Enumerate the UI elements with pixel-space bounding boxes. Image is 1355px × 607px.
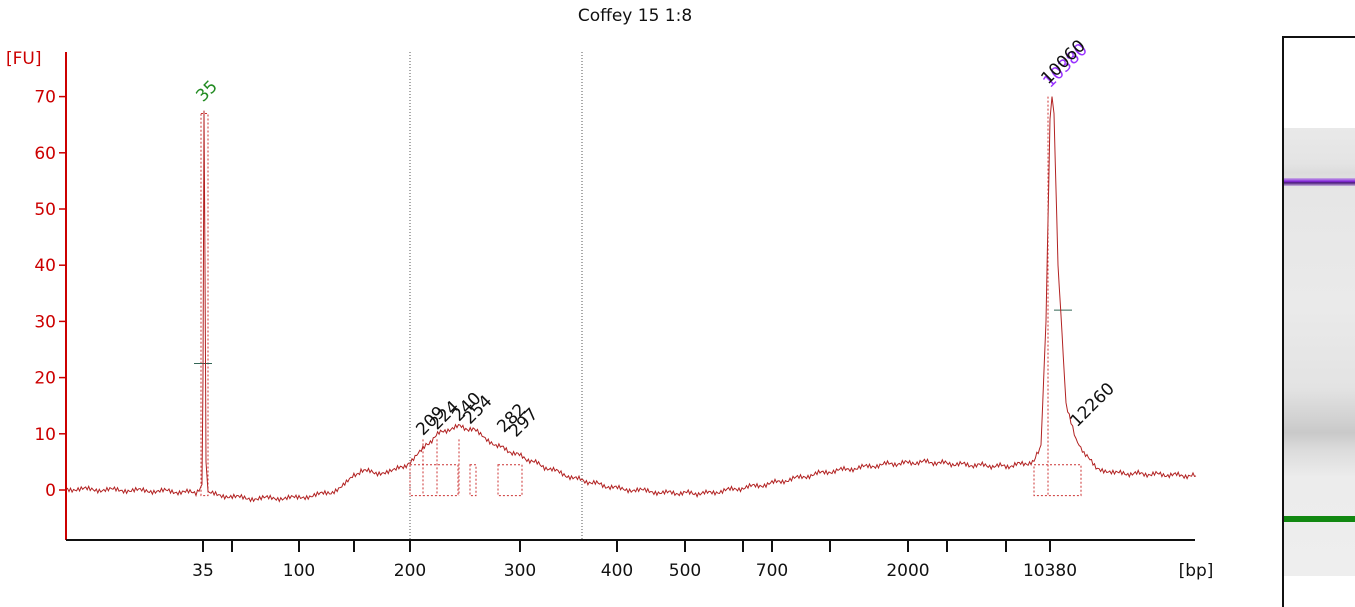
gel-band-upper-marker — [1284, 178, 1355, 186]
y-tick-label: 50 — [34, 200, 56, 220]
electropherogram-chart: 0 10 20 30 40 50 60 70 [FU] 35 100 200 300 400 500 700 2… — [6, 36, 1213, 581]
x-axis-label: [bp] — [1179, 561, 1214, 581]
y-tick-label: 40 — [34, 256, 56, 276]
peak-boxes — [194, 96, 1082, 497]
gel-image — [1282, 36, 1355, 607]
x-tick-label: 500 — [669, 561, 701, 581]
x-tick-label: 300 — [504, 561, 536, 581]
x-tick-label: 400 — [601, 561, 633, 581]
electropherogram-trace — [65, 96, 1197, 503]
x-tick-label: 200 — [394, 561, 426, 581]
y-tick-label: 70 — [34, 88, 56, 108]
y-axis-label: [FU] — [6, 49, 42, 69]
peak-region-box — [409, 464, 459, 497]
x-tick-label: 2000 — [886, 561, 929, 581]
peak-label: 12260 — [1066, 379, 1118, 431]
peak-region-box — [469, 464, 477, 497]
x-tick-label: 10380 — [1023, 561, 1077, 581]
x-tick-label: 35 — [192, 561, 214, 581]
region-lines — [409, 52, 583, 540]
y-tick-label: 20 — [34, 369, 56, 389]
peak-region-box — [1033, 464, 1082, 497]
y-tick-label: 30 — [34, 312, 56, 332]
axes-layer: 0 10 20 30 40 50 60 70 [FU] 35 100 200 300 400 500 700 2… — [6, 49, 1213, 581]
y-tick-label: 60 — [34, 144, 56, 164]
y-tick-label: 0 — [45, 481, 56, 501]
gel-lane — [1284, 128, 1355, 576]
y-tick-label: 10 — [34, 425, 56, 445]
peak-region-box — [497, 464, 523, 497]
gel-band-lower-marker — [1284, 516, 1355, 522]
x-tick-label: 700 — [756, 561, 788, 581]
marker-peak-box — [200, 112, 209, 497]
x-tick-label: 100 — [283, 561, 315, 581]
chart-title: Coffey 15 1:8 — [577, 6, 693, 26]
trace-layer — [65, 96, 1197, 503]
marker-peak-label: 35 — [192, 77, 221, 106]
